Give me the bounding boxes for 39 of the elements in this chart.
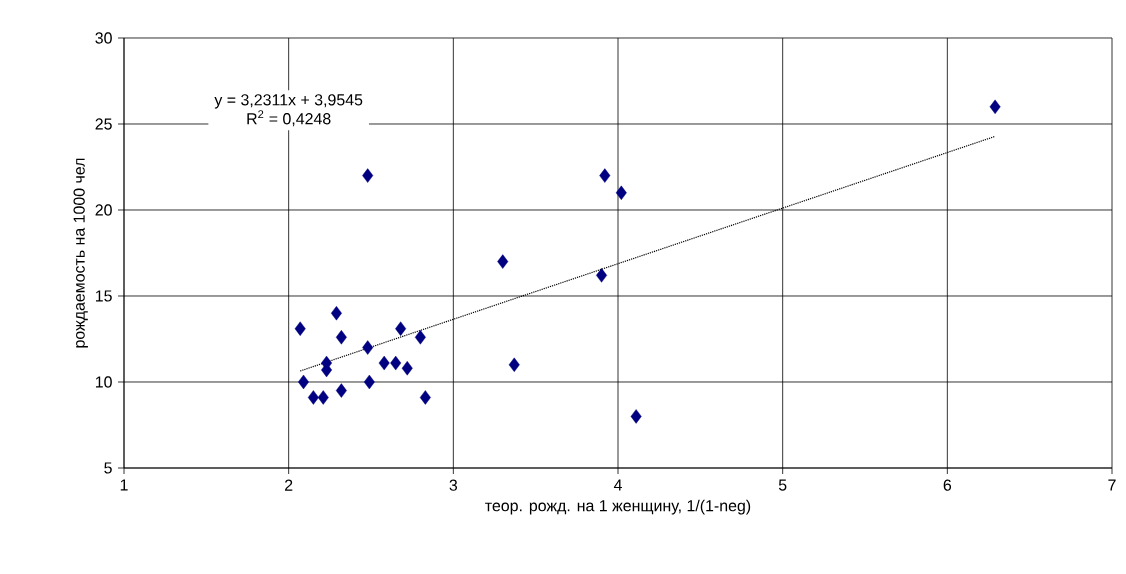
- point: [363, 374, 375, 390]
- annotation: y = 3,2311x + 3,9545: [214, 94, 363, 109]
- point: [317, 390, 329, 405]
- point: [294, 321, 306, 336]
- y-tick-label: 30: [95, 32, 112, 44]
- point: [497, 254, 509, 269]
- point: [335, 330, 347, 345]
- y-axis-title: рождаемость на 1000 чел: [73, 158, 88, 348]
- point: [395, 321, 407, 336]
- point: [335, 383, 347, 398]
- point: [508, 357, 520, 372]
- point: [596, 268, 607, 283]
- x-tick-label: 4: [613, 479, 622, 491]
- x-tick-label: 2: [285, 479, 293, 491]
- annotation: R$^{2}$ = 0,4248: [247, 110, 331, 127]
- x-tick-label: 3: [449, 479, 458, 491]
- point: [390, 355, 402, 371]
- x-tick-label: 1: [120, 479, 128, 491]
- point: [989, 99, 1001, 114]
- x-axis-title: теор. рожд. на 1 женщину, 1/(1-neg): [485, 499, 751, 515]
- y-tick-label: 20: [95, 204, 112, 216]
- y-tick-label: 10: [95, 376, 112, 388]
- point: [307, 390, 319, 405]
- point: [378, 355, 390, 371]
- y-tick-label: 25: [95, 118, 112, 130]
- point: [630, 409, 642, 424]
- point: [419, 390, 431, 405]
- x-tick-label: 5: [778, 479, 787, 491]
- point: [414, 330, 426, 345]
- point: [362, 168, 374, 183]
- x-tick-label: 7: [1108, 479, 1116, 491]
- point: [599, 168, 611, 183]
- y-tick-label: 5: [104, 462, 112, 474]
- point: [401, 361, 413, 376]
- point: [615, 185, 627, 200]
- y-tick-label: 15: [95, 290, 112, 302]
- x-tick-label: 6: [943, 479, 952, 491]
- point: [330, 306, 342, 321]
- point: [362, 340, 374, 355]
